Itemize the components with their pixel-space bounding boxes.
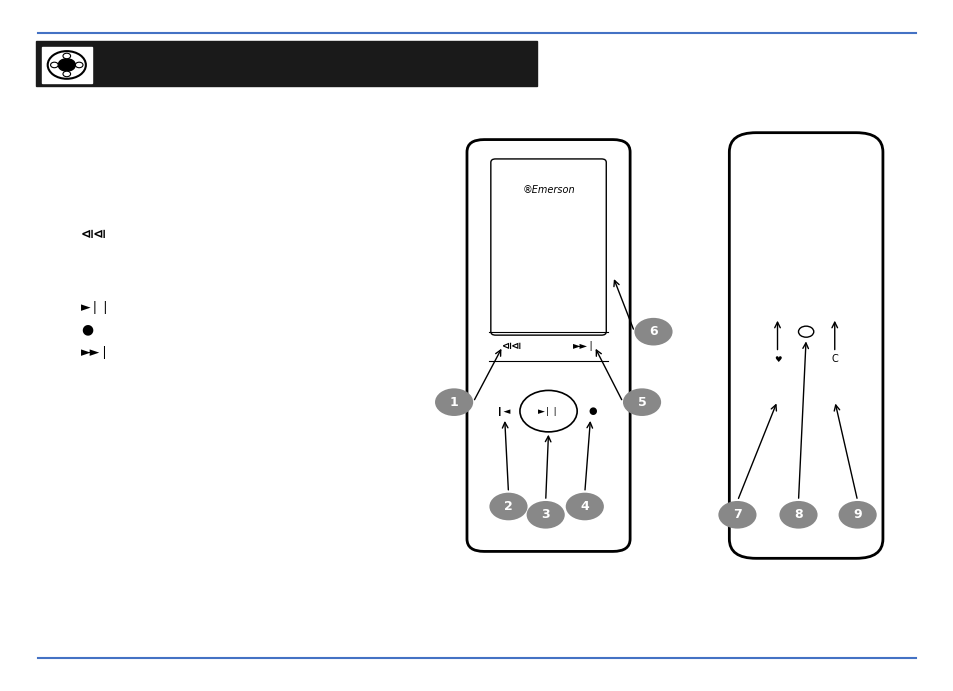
Bar (42, 47, 91, 83)
Text: ►❘❘: ►❘❘ (537, 406, 558, 416)
Bar (36, 41, 537, 86)
Text: ►►❘: ►►❘ (573, 341, 596, 351)
Text: 5: 5 (637, 396, 646, 408)
Circle shape (489, 493, 527, 520)
Text: C: C (830, 354, 838, 364)
Circle shape (798, 326, 813, 337)
Text: 2: 2 (503, 500, 513, 513)
Circle shape (838, 501, 876, 529)
Text: ●: ● (81, 323, 93, 337)
Circle shape (63, 71, 71, 77)
Text: ●: ● (588, 406, 596, 416)
FancyBboxPatch shape (466, 140, 629, 551)
Text: 9: 9 (852, 509, 862, 521)
Text: 7: 7 (732, 509, 741, 521)
Text: ®Emerson: ®Emerson (521, 185, 575, 195)
Circle shape (526, 501, 564, 529)
Text: ►❘❘: ►❘❘ (81, 301, 112, 314)
Text: ♥: ♥ (773, 354, 781, 364)
FancyBboxPatch shape (490, 159, 606, 335)
FancyBboxPatch shape (728, 133, 882, 558)
Text: ⧏⧏: ⧏⧏ (81, 229, 108, 241)
Circle shape (63, 53, 71, 59)
Circle shape (519, 390, 577, 432)
Text: 6: 6 (648, 325, 658, 338)
Circle shape (58, 59, 75, 71)
Circle shape (634, 318, 672, 346)
Circle shape (75, 62, 83, 68)
Text: 4: 4 (579, 500, 589, 513)
Text: 1: 1 (449, 396, 458, 408)
Circle shape (718, 501, 756, 529)
Circle shape (435, 388, 473, 416)
Circle shape (622, 388, 660, 416)
Text: 8: 8 (793, 509, 802, 521)
Circle shape (565, 493, 603, 520)
Text: ►►❘: ►►❘ (81, 346, 111, 359)
Circle shape (51, 62, 58, 68)
Text: ⧏⧏: ⧏⧏ (501, 341, 522, 351)
Circle shape (779, 501, 817, 529)
Circle shape (48, 51, 86, 79)
Text: 3: 3 (540, 509, 550, 521)
Text: ❙◄: ❙◄ (495, 406, 510, 416)
